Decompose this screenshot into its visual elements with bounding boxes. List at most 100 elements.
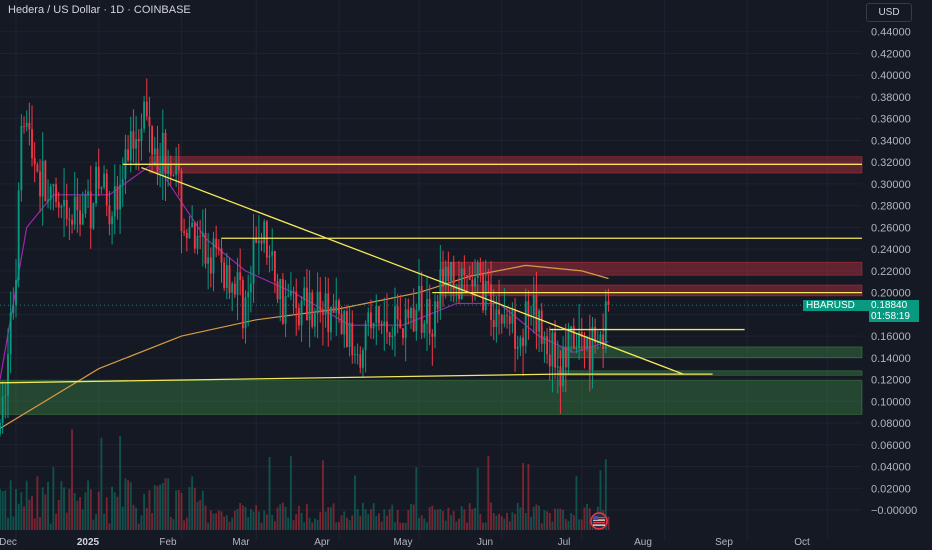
candle-body — [343, 311, 346, 335]
volume-bar — [33, 518, 36, 530]
volume-bar — [522, 463, 525, 530]
candle-body — [535, 295, 538, 332]
flag-stripe — [593, 524, 605, 526]
candle-body — [60, 206, 63, 208]
candle-body — [9, 312, 12, 355]
candle-body — [257, 240, 260, 243]
volume-bar — [607, 516, 610, 530]
candle-body — [140, 128, 143, 142]
candle-body — [524, 301, 527, 346]
us-flag-icon[interactable] — [590, 512, 608, 530]
volume-bar — [305, 504, 308, 530]
volume-bar — [476, 467, 479, 530]
candle-body — [410, 308, 412, 319]
volume-bar — [247, 517, 250, 530]
candle-body — [207, 257, 210, 264]
candle-body — [546, 336, 549, 355]
candle-body — [548, 354, 551, 367]
candle-body — [305, 287, 308, 321]
candle-body — [148, 116, 151, 127]
volume-bar — [546, 511, 549, 530]
candle-body — [276, 281, 279, 300]
candle-body — [362, 350, 364, 368]
candle-body — [308, 292, 311, 321]
volume-bar — [236, 509, 239, 530]
candle-body — [471, 279, 474, 287]
volume-bar — [567, 520, 570, 530]
x-tick-label: Sep — [715, 537, 733, 548]
volume-bar — [81, 509, 84, 530]
price-axis[interactable]: 0.44000 0.42000 0.40000 0.38000 0.36000 0.340… — [871, 27, 917, 517]
volume-bar — [356, 509, 359, 530]
candle-body — [442, 269, 444, 287]
x-tick-label: Jul — [558, 537, 571, 548]
volume-bar — [586, 503, 589, 530]
candle-body — [188, 227, 191, 239]
volume-bar — [308, 517, 311, 530]
candle-body — [364, 323, 367, 351]
candle-body — [388, 332, 391, 338]
volume-bar — [420, 515, 423, 530]
volume-bar — [1, 491, 4, 530]
volume-bar — [92, 519, 95, 530]
volume-bar — [95, 514, 98, 530]
candle-body — [511, 308, 514, 324]
volume-bar — [167, 478, 170, 530]
trendline — [141, 166, 684, 375]
candle-body — [468, 275, 471, 280]
volume-bar — [460, 506, 463, 530]
volume-bar — [548, 513, 551, 530]
candle-body — [543, 336, 546, 344]
candle-body — [25, 122, 28, 127]
candle-body — [175, 164, 178, 176]
candle-body — [554, 332, 557, 368]
volume-bar — [231, 517, 234, 530]
volume-bar — [196, 501, 199, 530]
candle-body — [490, 284, 492, 320]
y-tick-label: 0.04000 — [871, 462, 911, 474]
candle-body — [503, 315, 506, 324]
volume-bar — [76, 500, 79, 530]
y-tick-label: 0.42000 — [871, 48, 911, 60]
volume-bar — [511, 512, 514, 530]
y-tick-label: 0.26000 — [871, 222, 911, 234]
volume-bar — [354, 475, 356, 530]
candle-body — [396, 306, 399, 320]
candle-body — [439, 269, 442, 309]
candle-body — [522, 337, 525, 346]
volume-bar — [161, 482, 164, 530]
candle-body — [39, 171, 41, 197]
candle-body — [386, 321, 388, 333]
volume-bar — [164, 478, 167, 530]
volume-bar — [402, 522, 404, 530]
candle-body — [23, 126, 25, 128]
candle-body — [41, 160, 44, 197]
volume-bar — [359, 515, 362, 530]
candle-body — [100, 187, 103, 189]
candle-body — [407, 309, 410, 319]
volume-bar — [297, 505, 300, 530]
volume-bar — [207, 522, 210, 530]
candle-body — [586, 338, 589, 349]
candle-body — [540, 310, 543, 344]
currency-button[interactable]: USD — [866, 3, 912, 22]
volume-bar — [519, 507, 522, 530]
candle-body — [596, 341, 599, 343]
volume-bar — [348, 520, 351, 530]
y-tick-label: 0.14000 — [871, 353, 911, 365]
candle-body — [0, 422, 1, 434]
volume-bar — [434, 509, 436, 530]
time-axis[interactable]: Dec 2025 Feb Mar Apr May Jun Jul Aug Sep Oct — [0, 537, 810, 548]
volume-bar — [503, 518, 506, 530]
volume-bar — [468, 503, 471, 530]
volume-bar — [514, 513, 516, 530]
candle-body — [153, 148, 156, 155]
candle-body — [191, 222, 194, 228]
candle-body — [500, 314, 503, 324]
y-tick-label: 0.10000 — [871, 396, 911, 408]
candle-body — [103, 173, 106, 188]
volume-bar — [108, 523, 111, 530]
drawing-lines[interactable] — [0, 163, 862, 384]
